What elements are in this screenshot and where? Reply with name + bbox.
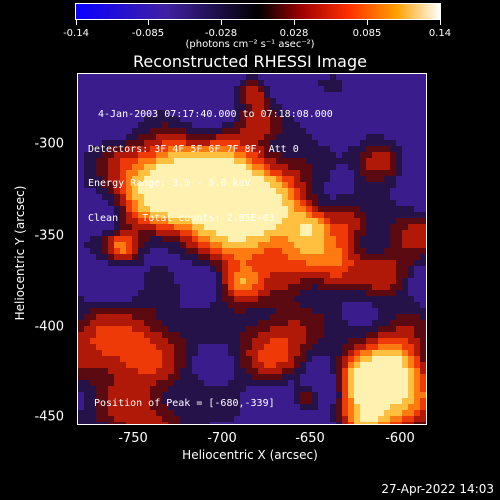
colorbar-tick-label: 0.085 — [352, 28, 382, 39]
image-title: Reconstructed RHESSI Image — [133, 52, 367, 71]
colorbar-tick-label: -0.028 — [204, 28, 238, 39]
y-axis-label: Heliocentric Y (arcsec) — [13, 185, 27, 321]
peak-position: Position of Peak = [-680,-339] — [94, 398, 275, 409]
y-tick-label: -450 — [34, 409, 64, 425]
colorbar-tick-label: 0.14 — [428, 28, 452, 39]
colorbar-gradient — [76, 4, 440, 19]
rhessi-heatmap — [78, 74, 426, 424]
observation-info: 4-Jan-2003 07:17:40.000 to 07:18:08.000 … — [88, 86, 333, 247]
time-range: 4-Jan-2003 07:17:40.000 to 07:18:08.000 — [98, 109, 333, 120]
energy-range: Energy Range: 3.0 - 6.0 keV — [88, 178, 251, 189]
clean-counts: Clean Total counts: 2.85E+03 — [88, 212, 275, 224]
datestamp: 27-Apr-2022 14:03 — [381, 482, 494, 496]
x-axis-label: Heliocentric X (arcsec) — [182, 448, 318, 462]
colorbar-tickmark — [221, 20, 222, 25]
y-tick-label: -350 — [34, 228, 64, 244]
colorbar — [75, 3, 441, 20]
colorbar-tickmark — [367, 20, 368, 25]
colorbar-tickmark — [294, 20, 295, 25]
colorbar-tickmark — [76, 20, 77, 25]
colorbar-tick-label: -0.085 — [131, 28, 165, 39]
colorbar-tick-label: 0.028 — [279, 28, 309, 39]
x-tick-label: -650 — [295, 431, 325, 446]
colorbar-tickmark — [440, 20, 441, 25]
colorbar-tickmark — [148, 20, 149, 25]
x-tick-label: -700 — [207, 431, 237, 446]
x-tick-label: -600 — [385, 431, 415, 446]
colorbar-tick-label: -0.14 — [63, 28, 89, 39]
y-tick-label: -400 — [34, 319, 64, 335]
rhessi-image-panel: 4-Jan-2003 07:17:40.000 to 07:18:08.000 … — [77, 73, 427, 425]
y-tick-label: -300 — [34, 136, 64, 152]
colorbar-units: (photons cm⁻² s⁻¹ asec⁻²) — [185, 39, 315, 50]
x-tick-label: -750 — [118, 431, 148, 446]
detectors-line: Detectors: 3F 4F 5F 6F 7F 8F, Att 0 — [88, 143, 299, 155]
